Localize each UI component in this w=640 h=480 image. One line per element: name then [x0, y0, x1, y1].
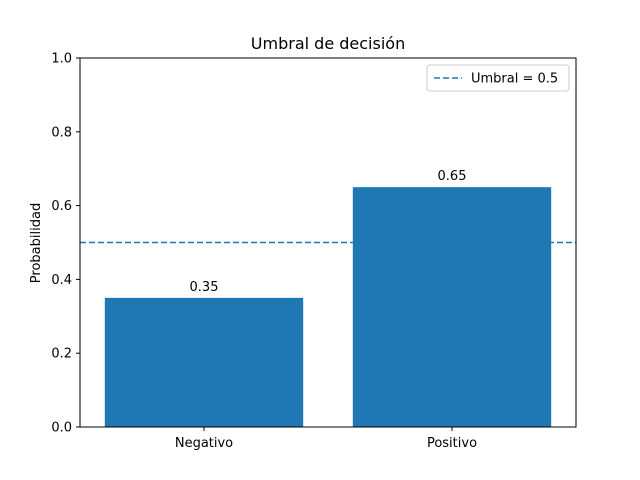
data-label-negativo: 0.35 [190, 280, 219, 295]
chart-title: Umbral de decisión [251, 34, 405, 53]
legend-box [426, 64, 570, 92]
bar-negativo [104, 297, 304, 427]
y-tick-label: 0.2 [51, 347, 72, 362]
x-tick-label: Negativo [175, 436, 233, 451]
axes-frame [79, 57, 577, 428]
x-tick-label: Positivo [427, 436, 477, 451]
y-tick-label: 0.6 [51, 199, 72, 214]
data-label-positivo: 0.65 [438, 169, 467, 184]
y-tick-label: 1.0 [51, 52, 72, 67]
y-tick-label: 0.8 [51, 125, 72, 140]
y-axis-label: Probabilidad [29, 203, 44, 283]
legend-label: Umbral = 0.5 [471, 72, 558, 87]
y-tick-label: 0.0 [51, 421, 72, 436]
y-tick-label: 0.4 [51, 273, 72, 288]
plot-area: 0.35 0.65 0.0 0.2 0.4 0.6 0.8 1.0 Negativo Positi… [51, 52, 577, 451]
bar-positivo [352, 187, 552, 427]
